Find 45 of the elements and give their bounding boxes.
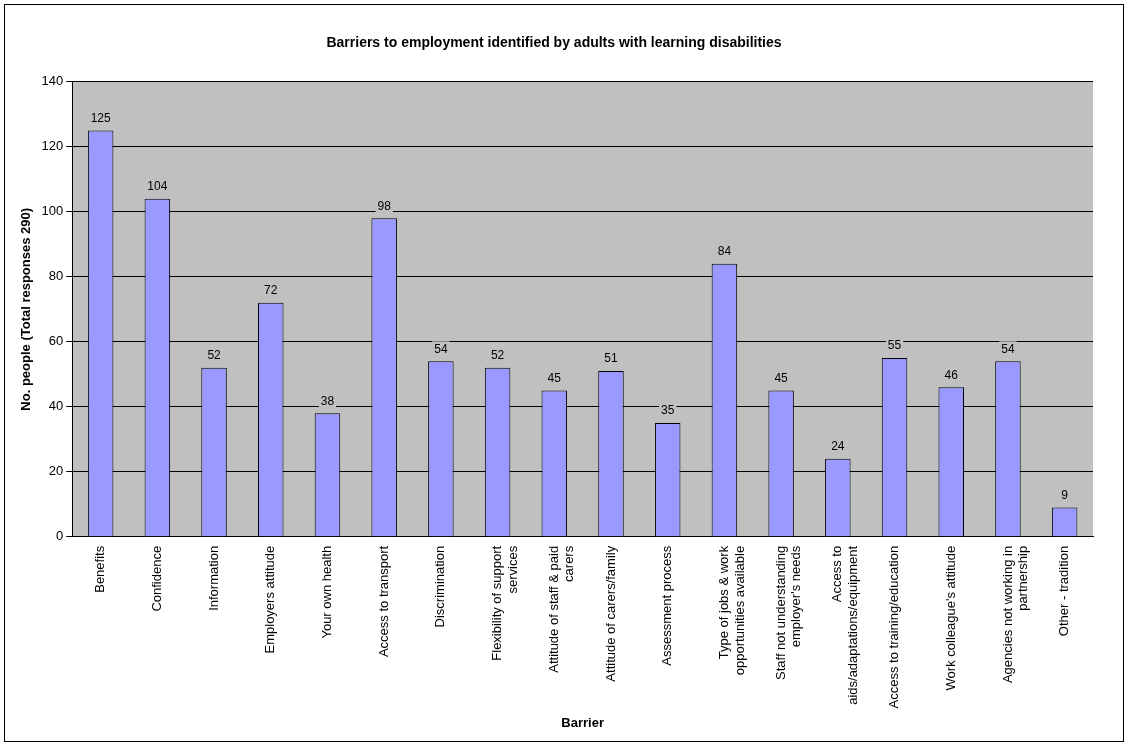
y-tick-label: 60 bbox=[48, 333, 64, 349]
y-tick-label: 80 bbox=[48, 268, 64, 284]
x-tick-label: Employers attitude bbox=[262, 545, 278, 654]
y-tick-label: 0 bbox=[56, 528, 64, 544]
x-tick-label: Discrimination bbox=[432, 545, 448, 628]
data-label: 55 bbox=[887, 338, 902, 353]
data-label: 52 bbox=[490, 348, 505, 363]
x-axis-title: Barrier bbox=[561, 714, 604, 730]
y-tick-label: 120 bbox=[41, 138, 64, 154]
y-tick-label: 100 bbox=[41, 203, 64, 219]
data-label: 45 bbox=[774, 370, 789, 385]
x-tick-label: Your own health bbox=[319, 545, 335, 639]
chart-title: Barriers to employment identified by adults with learning disabilities bbox=[326, 34, 782, 51]
data-label: 46 bbox=[944, 367, 959, 382]
data-label: 84 bbox=[717, 244, 732, 259]
x-tick-label: Work colleague's attitude bbox=[942, 545, 958, 691]
x-tick-label: Agencies not working in partnership bbox=[999, 545, 1031, 684]
data-label: 24 bbox=[831, 439, 845, 454]
x-tick-label: Confidence bbox=[148, 545, 164, 612]
data-label: 54 bbox=[1001, 341, 1015, 356]
x-tick-label: Access to transport bbox=[375, 545, 391, 658]
data-label: 35 bbox=[661, 403, 675, 418]
x-tick-label: Assessment process bbox=[659, 545, 675, 666]
x-tick-label: Attitude of carers/family bbox=[602, 545, 618, 682]
data-label: 125 bbox=[90, 110, 111, 125]
y-tick-label: 140 bbox=[41, 73, 64, 89]
data-label: 54 bbox=[434, 341, 448, 356]
x-tick-label: Access to training/education bbox=[886, 545, 902, 709]
data-label: 52 bbox=[207, 348, 222, 363]
data-label: 104 bbox=[147, 179, 168, 194]
y-tick-label: 20 bbox=[48, 463, 64, 479]
data-label: 98 bbox=[377, 198, 392, 213]
y-tick-label: 40 bbox=[48, 398, 64, 414]
x-tick-label: Other - tradition bbox=[1056, 545, 1072, 637]
x-tick-label: Information bbox=[205, 545, 221, 611]
data-label: 45 bbox=[547, 370, 562, 385]
x-tick-label: Benefits bbox=[92, 545, 108, 593]
x-tick-label: Attitude of staff & paid carers bbox=[545, 545, 577, 673]
y-axis-title: No. people (Total responses 290) bbox=[18, 207, 34, 411]
data-label: 38 bbox=[320, 393, 335, 408]
x-tick-label: Type of jobs & work opportunities available bbox=[715, 545, 747, 676]
data-label: 51 bbox=[604, 351, 618, 366]
data-label: 9 bbox=[1061, 487, 1069, 502]
data-label: 72 bbox=[264, 283, 278, 298]
x-tick-label: Flexibility of support services bbox=[489, 545, 520, 661]
